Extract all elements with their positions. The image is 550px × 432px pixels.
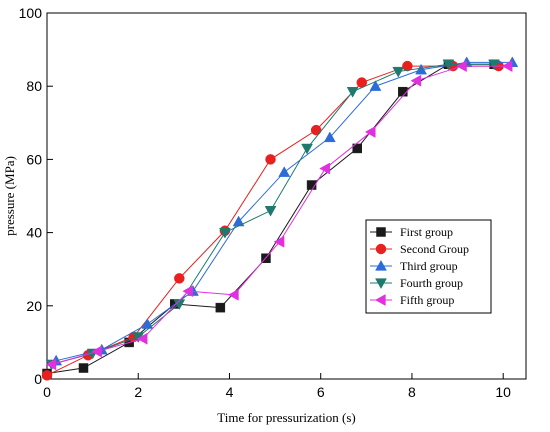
data-point [182, 285, 194, 298]
series-5 [45, 60, 513, 371]
legend-label: Third group [400, 259, 458, 273]
x-tick-label: 6 [317, 384, 325, 400]
data-point [45, 358, 57, 371]
data-point [141, 318, 154, 329]
x-axis-label: Time for pressurization (s) [217, 410, 356, 425]
data-point [273, 235, 285, 248]
data-point [488, 59, 500, 71]
data-point [456, 60, 467, 72]
x-tick-label: 0 [43, 384, 51, 400]
legend: First group Second Group Third group Fourth… [365, 219, 492, 314]
data-point [173, 299, 186, 310]
series-line [51, 63, 495, 365]
series-line [56, 61, 513, 362]
y-axis-label: pressure (MPa) [2, 156, 17, 236]
y-tick-label: 40 [26, 225, 42, 241]
series-line [51, 65, 508, 365]
data-point [228, 288, 239, 301]
data-point [215, 302, 226, 313]
data-point [352, 143, 362, 154]
data-point [78, 363, 89, 373]
legend-label: Second Group [400, 242, 469, 256]
legend-marker [374, 294, 386, 306]
data-point [323, 131, 336, 143]
x-tick-label: 4 [226, 384, 234, 400]
legend-entry: Third group [370, 259, 458, 273]
legend-entry: Second Group [370, 242, 469, 256]
data-point [501, 60, 513, 72]
legend-entry: Fourth group [370, 276, 463, 290]
data-point [415, 63, 428, 75]
legend-label: First group [400, 225, 453, 239]
y-tick-label: 80 [26, 78, 42, 94]
y-tick-label: 20 [26, 298, 42, 314]
legend-label: Fourth group [400, 276, 463, 290]
series-1 [42, 59, 499, 379]
data-point [218, 227, 231, 239]
legend-marker [375, 259, 387, 271]
plot-frame [46, 12, 527, 380]
x-tick-label: 2 [134, 384, 142, 400]
data-point [278, 166, 291, 177]
series-line [46, 63, 495, 375]
data-point [136, 332, 148, 345]
series-layer [41, 56, 519, 381]
series-3 [50, 56, 519, 366]
x-tick-label: 8 [408, 384, 416, 400]
data-point [369, 80, 382, 91]
data-point [41, 370, 53, 381]
data-point [392, 66, 405, 78]
data-point [264, 205, 277, 217]
data-point [306, 180, 317, 190]
y-tick-label: 60 [26, 151, 42, 167]
series-4 [45, 59, 500, 371]
legend-entry: Fifth group [370, 293, 454, 307]
data-point [310, 124, 322, 136]
data-point [346, 87, 359, 98]
data-point [265, 154, 276, 165]
y-tick-label: 100 [19, 5, 43, 21]
data-point [402, 60, 413, 72]
data-point [174, 273, 185, 284]
y-tick-label: 0 [34, 371, 42, 387]
data-point [364, 126, 376, 138]
legend-marker [375, 243, 387, 255]
data-point [319, 162, 330, 175]
data-point [442, 59, 455, 71]
data-point [301, 143, 313, 155]
legend-entry: First group [370, 225, 453, 239]
legend-marker [375, 278, 387, 290]
data-point [398, 86, 408, 97]
data-point [410, 74, 422, 87]
data-point [91, 345, 102, 358]
legend-label: Fifth group [400, 293, 454, 307]
x-tick-label: 10 [495, 384, 511, 400]
legend-marker [376, 227, 386, 237]
